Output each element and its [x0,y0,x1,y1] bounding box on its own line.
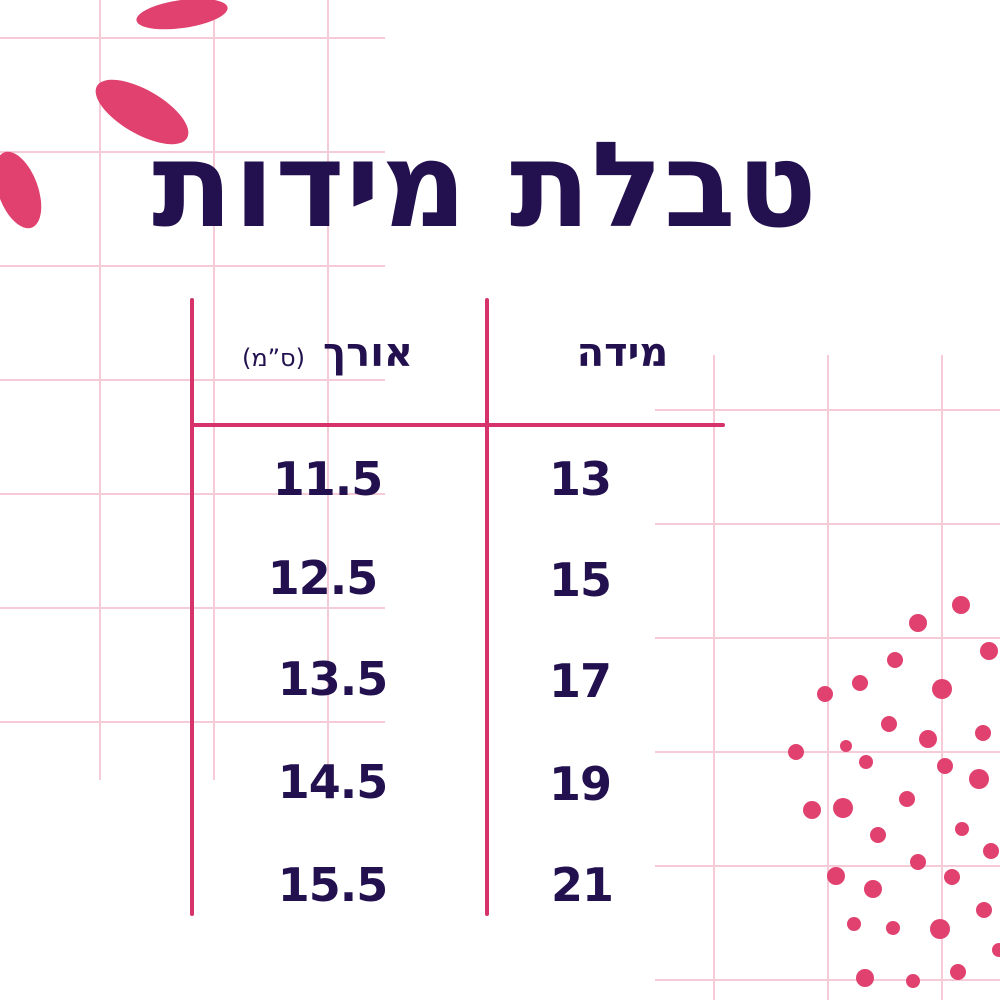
size-cell-4: 19 [548,757,612,811]
petal-shapes [0,0,228,229]
page-title: טבלת מידות [152,116,818,254]
length-cell-3: 13.5 [277,652,389,706]
table-divider-left [190,298,194,916]
dot-pattern [788,596,1000,988]
header-length-label: אורך [323,330,414,376]
length-cell-4: 14.5 [277,755,389,809]
table-divider-middle [485,298,489,916]
header-size: מידה [576,330,669,376]
grid-bottom-right [655,355,1000,1000]
size-cell-3: 17 [548,654,612,708]
length-cell-1: 11.5 [272,452,384,506]
length-cell-5: 15.5 [277,858,389,912]
header-length-unit: (ס”מ) [241,344,305,372]
size-cell-2: 15 [548,553,612,607]
table-header-underline [192,423,725,427]
length-cell-2: 12.5 [267,551,379,605]
size-cell-1: 13 [548,452,612,506]
size-cell-5: 21 [550,858,614,912]
header-length: אורך (ס”מ) [205,325,450,386]
